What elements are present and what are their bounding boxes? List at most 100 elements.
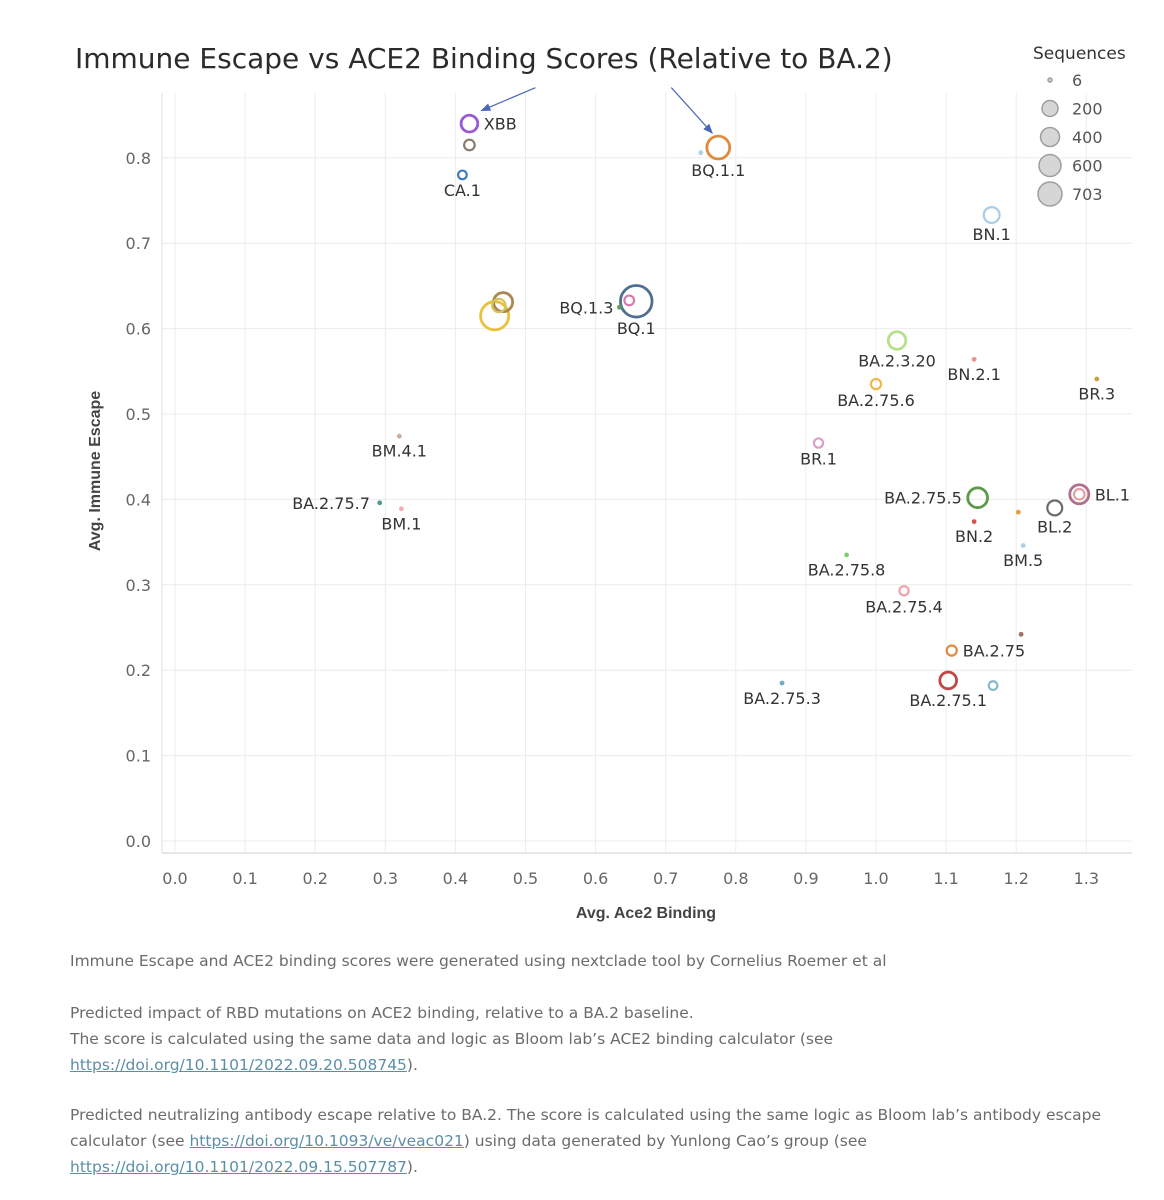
legend-size-marker (1039, 126, 1061, 148)
point-label: BA.2.75.1 (909, 691, 987, 710)
point-label: BL.1 (1095, 485, 1130, 504)
point-label: BA.2.75.5 (884, 489, 962, 508)
grid-lines (162, 93, 1132, 852)
point-unlabeled (1018, 631, 1024, 637)
y-tick-label: 0.2 (126, 661, 151, 680)
point-label: BA.2.75.3 (743, 689, 821, 708)
point-label: BN.2 (955, 527, 993, 546)
legend-size-marker (1041, 99, 1059, 118)
escape-note-end: ). (406, 1158, 418, 1176)
legend-size-label: 600 (1072, 157, 1103, 176)
annotation-arrows (480, 87, 713, 134)
point-unlabeled (987, 680, 999, 691)
ace2-doi-link[interactable]: https://doi.org/10.1101/2022.09.20.50874… (70, 1056, 407, 1074)
x-tick-label: 0.1 (232, 869, 257, 888)
axes: 0.0 0.1 0.2 0.3 0.4 0.5 0.6 0.7 0.8 0.9 1.0 1.1 1.2 1… (87, 93, 1132, 922)
legend-size-label: 703 (1072, 185, 1103, 204)
point-label: BA.2.75.6 (837, 391, 915, 410)
y-tick-label: 0.6 (126, 320, 151, 339)
x-tick-label: 0.2 (302, 869, 327, 888)
escape-note-line2-a: calculator (see (70, 1132, 190, 1150)
escape-note: Predicted neutralizing antibody escape r… (70, 1102, 1101, 1180)
point-bl-1 (1068, 483, 1091, 506)
point-label: BM.1 (381, 515, 421, 534)
point-label: XBB (484, 115, 517, 134)
y-tick-label: 0.8 (126, 149, 151, 168)
escape-note-line2-b: ) using data generated by Yunlong Cao’s … (463, 1132, 867, 1150)
point-ba-2-75-7 (377, 500, 383, 506)
point-label: BA.2.75.8 (808, 560, 886, 579)
point-ba-2-75-6 (869, 377, 883, 391)
point-label: BQ.1 (617, 319, 656, 338)
scatter-plot: 0.0 0.1 0.2 0.3 0.4 0.5 0.6 0.7 0.8 0.9 1.0 1.1 1.2 1… (87, 71, 1132, 922)
point-xbb (459, 113, 480, 134)
point-unlabeled (1015, 509, 1021, 515)
point-br-1 (812, 437, 825, 449)
legend-title: Sequences (1033, 44, 1126, 64)
x-tick-label: 1.1 (933, 869, 958, 888)
point-label: BA.2.3.20 (858, 351, 936, 370)
legend-size-marker (1047, 77, 1053, 83)
x-tick-label: 0.6 (583, 869, 608, 888)
point-unlabeled (463, 138, 476, 152)
point-label: BL.2 (1037, 517, 1072, 536)
ace2-note-line1: Predicted impact of RBD mutations on ACE… (70, 1004, 694, 1022)
annotation-arrow (670, 87, 713, 134)
chart-title: Immune Escape vs ACE2 Binding Scores (Re… (75, 42, 893, 75)
point-bn-2 (971, 519, 977, 525)
point-bl-2 (1046, 499, 1064, 517)
point-bm-1 (399, 506, 404, 512)
point-unlabeled (1072, 487, 1086, 501)
x-tick-label: 0.9 (793, 869, 818, 888)
annotation-arrow (480, 87, 536, 112)
escape-note-line2: calculator (see https://doi.org/10.1093/… (70, 1128, 1101, 1154)
point-label: BQ.1.1 (691, 161, 745, 180)
y-axis-label: Avg. Immune Escape (87, 391, 104, 551)
y-tick-label: 0.1 (126, 747, 151, 766)
point-label: BA.2.75 (963, 642, 1025, 661)
point-ba-2-75-4 (898, 585, 910, 597)
point-ba-2-75-8 (844, 552, 849, 558)
point-bn-1 (982, 205, 1001, 225)
point-label: BM.5 (1003, 551, 1043, 570)
point-label: BN.1 (973, 225, 1011, 244)
point-br-3 (1094, 376, 1100, 382)
y-tick-label: 0.5 (126, 405, 151, 424)
legend-size-marker (1037, 181, 1063, 207)
x-tick-label: 0.3 (373, 869, 398, 888)
x-tick-label: 0.4 (443, 869, 468, 888)
x-tick-label: 0.0 (162, 869, 187, 888)
point-bq-1-1 (705, 134, 732, 161)
escape-doi-link-1[interactable]: https://doi.org/10.1093/ve/veac021 (189, 1132, 464, 1150)
ace2-note-line3: https://doi.org/10.1101/2022.09.20.50874… (70, 1052, 833, 1078)
x-tick-label: 1.2 (1003, 869, 1028, 888)
ace2-note-end: ). (406, 1056, 418, 1074)
x-tick-label: 1.3 (1074, 869, 1099, 888)
point-label: BA.2.75.7 (292, 494, 370, 513)
point-bq-1 (619, 284, 654, 319)
point-ba-2-3-20 (886, 330, 908, 351)
data-points: XBB CA.1 BQ.1.1 BN.1 BQ.1BQ.1.3 BA.2.3.20 BN.2… (292, 113, 1130, 710)
x-tick-label: 1.0 (863, 869, 888, 888)
x-tick-label: 0.5 (513, 869, 538, 888)
point-label: BQ.1.3 (559, 298, 613, 317)
x-tick-label: 0.8 (723, 869, 748, 888)
point-bq-1-3 (617, 304, 622, 310)
escape-note-line3: https://doi.org/10.1101/2022.09.15.50778… (70, 1154, 1101, 1180)
point-label: BN.2.1 (947, 365, 1000, 384)
size-legend: 6 200 400 600 703 (1037, 71, 1103, 207)
point-bm-5 (1020, 543, 1026, 548)
source-note-text: Immune Escape and ACE2 binding scores we… (70, 952, 887, 970)
point-ca-1 (456, 169, 468, 181)
y-tick-label: 0.7 (126, 234, 151, 253)
point-ba-2-75 (945, 644, 958, 657)
point-unlabeled (491, 297, 507, 314)
escape-doi-link-2[interactable]: https://doi.org/10.1101/2022.09.15.50778… (70, 1158, 407, 1176)
point-label: BR.3 (1078, 384, 1115, 403)
legend-size-label: 400 (1072, 128, 1103, 147)
escape-note-line1: Predicted neutralizing antibody escape r… (70, 1106, 1102, 1124)
y-tick-label: 0.4 (126, 490, 151, 509)
legend-size-label: 6 (1072, 71, 1082, 90)
x-axis-label: Avg. Ace2 Binding (576, 905, 716, 922)
point-label: CA.1 (444, 181, 481, 200)
